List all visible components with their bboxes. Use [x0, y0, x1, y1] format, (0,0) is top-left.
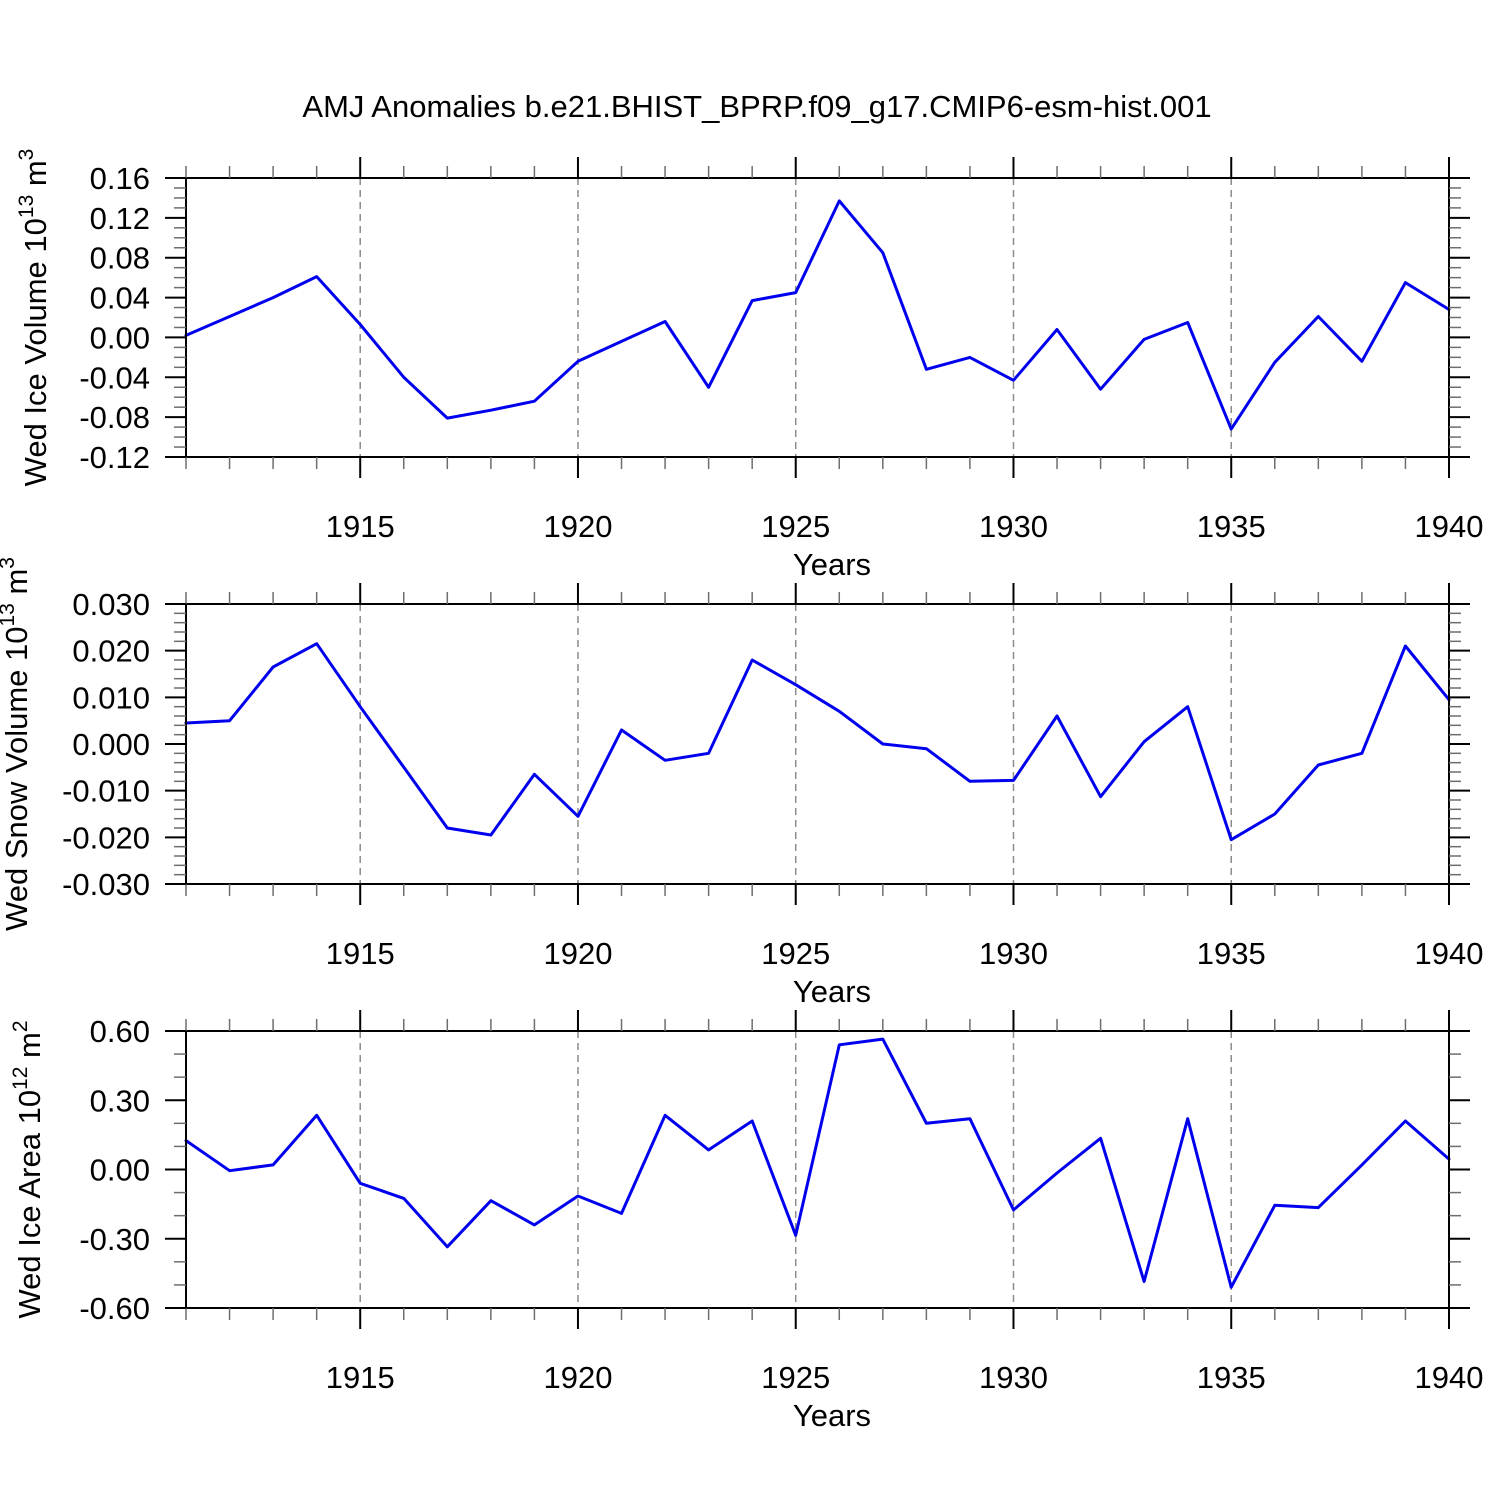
x-tick-label: 1940 — [1415, 1360, 1484, 1395]
x-tick-label: 1925 — [761, 936, 830, 971]
y-axis-title-text: m — [0, 569, 34, 603]
x-tick-label: 1935 — [1197, 1360, 1266, 1395]
y-axis-title-text: Wed Ice Volume 10 — [18, 218, 53, 486]
y-tick-label: 0.000 — [72, 727, 150, 762]
y-axis-ticks — [165, 177, 1470, 458]
y-tick-label: 0.010 — [72, 680, 150, 715]
y-tick-label: 0.020 — [72, 634, 150, 669]
x-tick-labels: 1915 1920 1925 1930 1935 1940 — [326, 936, 1484, 971]
y-tick-label: -0.12 — [79, 440, 150, 475]
x-tick-label: 1920 — [543, 509, 612, 544]
y-tick-label: 0.04 — [90, 281, 150, 316]
y-tick-label: -0.020 — [62, 820, 150, 855]
y-axis-title-superscript: 3 — [0, 557, 19, 569]
chart-wed-snow-volume: 1915 1920 1925 1930 1935 19400.0300.0200.0100… — [0, 557, 1483, 1009]
y-tick-label: 0.00 — [90, 320, 150, 355]
series-line — [184, 199, 1451, 431]
x-tick-labels: 1915 1920 1925 1930 1935 1940 — [326, 1360, 1484, 1395]
y-axis-title-superscript: 2 — [9, 1020, 32, 1032]
x-axis-ticks — [185, 583, 1450, 905]
x-tick-label: 1915 — [326, 1360, 395, 1395]
y-axis-title: Wed Snow Volume 1013 m3 — [0, 557, 34, 931]
y-axis-title-superscript: 13 — [0, 603, 19, 626]
y-axis-ticks — [165, 603, 1470, 885]
y-tick-label: 0.08 — [90, 241, 150, 276]
y-tick-label: -0.30 — [79, 1222, 150, 1257]
plot-frame — [185, 177, 1450, 458]
x-tick-label: 1935 — [1197, 936, 1266, 971]
x-tick-label: 1930 — [979, 1360, 1048, 1395]
x-tick-label: 1940 — [1415, 509, 1484, 544]
x-axis-ticks — [185, 1010, 1450, 1329]
x-axis-title: Years — [793, 547, 871, 582]
y-tick-label: 0.60 — [90, 1014, 150, 1049]
y-tick-label: -0.04 — [79, 360, 150, 395]
y-tick-labels: 0.16 0.12 0.08 0.04 0.00 -0.04 -0.08 -0.12 — [79, 161, 150, 475]
x-axis-title: Years — [793, 1398, 871, 1433]
x-tick-label: 1920 — [543, 1360, 612, 1395]
y-axis-title-text: m — [12, 1032, 47, 1066]
y-tick-label: 0.030 — [72, 587, 150, 622]
y-axis-title-text: Wed Snow Volume 10 — [0, 627, 34, 931]
series-line — [184, 642, 1451, 842]
grid-lines — [359, 604, 1232, 884]
y-axis-title-superscript: 13 — [15, 195, 38, 218]
y-tick-label: 0.00 — [90, 1153, 150, 1188]
y-axis-title-superscript: 3 — [15, 149, 38, 161]
x-tick-label: 1930 — [979, 936, 1048, 971]
y-axis-title-superscript: 12 — [9, 1067, 32, 1090]
x-axis-title: Years — [793, 974, 871, 1009]
chart-wed-ice-volume: 1915 1920 1925 1930 1935 1940 0.16 0.12 0.08 0.04… — [15, 149, 1483, 582]
y-tick-label: 0.12 — [90, 201, 150, 236]
figure-title: AMJ Anomalies b.e21.BHIST_BPRP.f09_g17.C… — [302, 89, 1211, 124]
y-tick-label: 0.16 — [90, 161, 150, 196]
plot-frame — [185, 603, 1450, 885]
y-tick-label: -0.08 — [79, 400, 150, 435]
y-tick-label: -0.030 — [62, 867, 150, 902]
y-axis-title-text: m — [18, 160, 53, 194]
charts-group: 1915 1920 1925 1930 1935 1940 0.16 0.12 0.08 0.04… — [0, 149, 1483, 1433]
x-tick-label: 1925 — [761, 509, 830, 544]
x-tick-label: 1930 — [979, 509, 1048, 544]
x-tick-label: 1925 — [761, 1360, 830, 1395]
y-tick-labels: 0.60 0.30 0.00 -0.30 -0.60 — [79, 1014, 150, 1326]
x-tick-label: 1920 — [543, 936, 612, 971]
x-tick-label: 1915 — [326, 936, 395, 971]
y-axis-ticks — [165, 1030, 1470, 1309]
y-axis-title: Wed Ice Volume 1013 m3 — [15, 149, 53, 487]
x-tick-label: 1935 — [1197, 509, 1266, 544]
series-line — [184, 1037, 1451, 1289]
x-tick-labels: 1915 1920 1925 1930 1935 1940 — [326, 509, 1484, 544]
chart-wed-ice-area: 1915 1920 1925 1930 1935 1940 0.60 0.30 0.00 -0.3… — [9, 1010, 1483, 1433]
y-tick-label: -0.60 — [79, 1291, 150, 1326]
y-tick-labels: 0.030 0.020 0.010 0.000 -0.010 -0.020 -0.030 — [62, 587, 150, 902]
y-tick-label: 0.30 — [90, 1083, 150, 1118]
x-axis-ticks — [185, 157, 1450, 478]
grid-lines — [359, 1031, 1232, 1308]
y-tick-label: -0.010 — [62, 774, 150, 809]
grid-lines — [359, 178, 1232, 457]
y-axis-title-text: Wed Ice Area 10 — [12, 1090, 47, 1319]
x-tick-label: 1940 — [1415, 936, 1484, 971]
y-axis-title: Wed Ice Area 1012 m2 — [9, 1020, 47, 1318]
x-tick-label: 1915 — [326, 509, 395, 544]
plot-frame — [185, 1030, 1450, 1309]
